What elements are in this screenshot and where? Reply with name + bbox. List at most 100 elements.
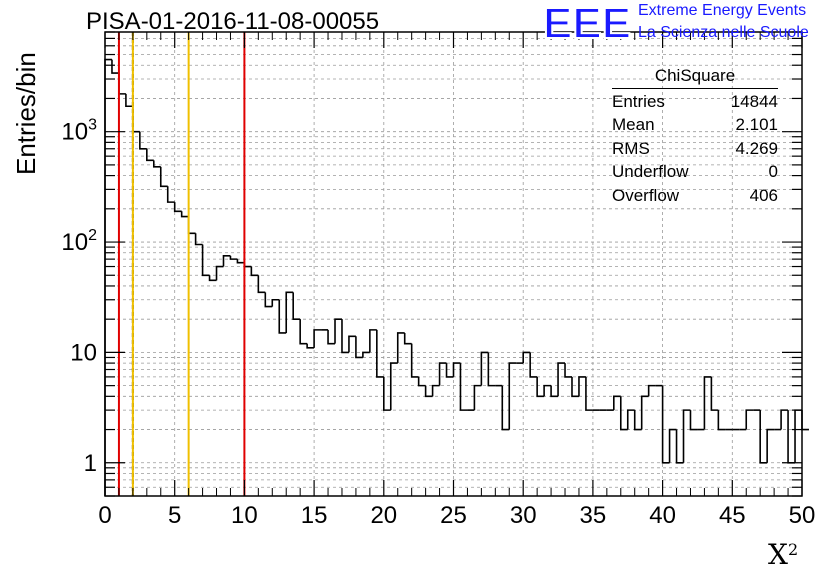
x-tick-label: 50 <box>789 502 816 529</box>
histogram-bin <box>585 376 593 411</box>
histogram-bin <box>250 266 259 277</box>
reference-lines <box>117 32 246 496</box>
x-tick-label: 30 <box>510 502 537 529</box>
histogram-bin <box>348 335 356 353</box>
histogram-bin <box>557 362 566 397</box>
histogram-bin <box>452 362 461 377</box>
histogram-bin <box>571 376 579 398</box>
histogram-bin <box>703 376 712 430</box>
histogram-bin <box>139 131 147 150</box>
histogram-bin <box>619 396 628 431</box>
histogram-bin <box>417 376 426 387</box>
x-axis-label-superscript: 2 <box>787 540 799 559</box>
stats-value: 406 <box>749 185 778 205</box>
histogram-bin <box>229 255 238 260</box>
stats-row-mean: Mean 2.101 <box>612 113 778 136</box>
histogram-bin <box>647 384 656 397</box>
y-axis: 1 10 102 103 <box>61 31 802 497</box>
histogram-bin <box>341 319 349 354</box>
x-tick-label: 45 <box>719 502 746 529</box>
x-tick-label: 0 <box>98 502 111 529</box>
histogram-bin <box>132 106 140 133</box>
histogram-bin <box>613 395 621 411</box>
histogram-bin <box>431 384 440 397</box>
y-tick-label: 1 <box>84 450 97 477</box>
x-tick-label: 5 <box>168 502 181 529</box>
histogram-bin <box>327 329 336 345</box>
y-tick-label: 10 <box>70 339 97 366</box>
x-tick-label: 35 <box>580 502 607 529</box>
logo-line-2: La Scienza nelle Scuole <box>638 24 809 41</box>
histogram-bin <box>780 409 789 430</box>
histogram-bin <box>396 332 405 364</box>
stats-label: Entries <box>612 92 665 111</box>
histogram-bin <box>306 343 315 349</box>
histogram-bin <box>794 409 802 463</box>
histogram-bin <box>111 59 119 74</box>
stats-label: Overflow <box>612 185 680 205</box>
histogram-bin <box>208 275 217 282</box>
histogram-bin <box>487 352 496 387</box>
stats-row-overflow: Overflow 406 <box>612 184 778 207</box>
histogram-bin <box>292 292 301 320</box>
x-tick-label: 40 <box>649 502 676 529</box>
histogram-bin <box>125 93 133 108</box>
histogram-bin <box>299 319 308 345</box>
logo-line-1: Extreme Energy Events <box>638 2 807 19</box>
histogram-bin <box>438 362 447 386</box>
histogram-bin <box>745 409 754 430</box>
histogram-bin <box>271 298 280 307</box>
histogram-bin <box>675 429 684 464</box>
histogram-bin <box>187 216 196 235</box>
histogram-bin <box>243 262 252 268</box>
y-tick-label: 103 <box>61 117 97 146</box>
stats-label: Mean <box>612 115 655 135</box>
x-tick-label: 25 <box>440 502 467 529</box>
histogram-bin <box>369 329 377 353</box>
grid <box>104 31 803 497</box>
histogram-bin <box>633 410 642 431</box>
y-tick-label: 102 <box>61 227 97 256</box>
histogram-bin <box>362 351 370 358</box>
histogram-bin <box>215 265 224 281</box>
histogram-bin <box>710 376 719 411</box>
stats-value: 0 <box>768 162 778 182</box>
histogram-bin <box>236 259 245 264</box>
histogram-bin <box>201 244 210 277</box>
histogram-bin <box>424 385 433 398</box>
histogram-bin <box>410 343 419 378</box>
eee-logo: EEE <box>542 2 632 42</box>
histogram-bin <box>578 376 586 397</box>
histogram-bin <box>355 336 363 359</box>
histogram-bin <box>222 255 231 267</box>
histogram-bin <box>334 318 342 344</box>
histogram-bin <box>146 148 154 162</box>
stats-row-rms: RMS 4.269 <box>612 137 778 160</box>
histogram-bin <box>403 332 412 345</box>
histogram-bin <box>522 351 531 364</box>
histogram-bin <box>118 73 126 95</box>
histogram-bin <box>536 376 545 398</box>
histogram-bin <box>166 186 175 203</box>
x-tick-label: 20 <box>370 502 397 529</box>
x-axis-label: X2 <box>768 538 798 571</box>
histogram-bin <box>626 409 635 430</box>
stats-label: Underflow <box>612 162 689 182</box>
x-axis-label-text: X <box>768 538 788 571</box>
histogram-bin <box>766 428 775 463</box>
histogram-bin <box>801 410 809 431</box>
x-axis: 0 5 10 15 20 25 30 35 40 45 50 <box>98 32 815 529</box>
stats-row-entries: Entries 14844 <box>612 90 778 113</box>
stats-value: 2.101 <box>735 115 778 135</box>
histogram-bin <box>194 233 203 246</box>
chart-title: PISA-01-2016-11-08-00055 <box>86 8 380 35</box>
histogram-bin <box>508 362 517 430</box>
histogram-bin <box>459 363 468 411</box>
histogram-bin <box>529 352 538 378</box>
histogram-bin <box>159 166 168 188</box>
histogram-bin <box>640 395 649 430</box>
histogram-bin <box>682 409 691 463</box>
histogram-bin <box>445 363 454 378</box>
histogram-bin <box>759 410 768 464</box>
